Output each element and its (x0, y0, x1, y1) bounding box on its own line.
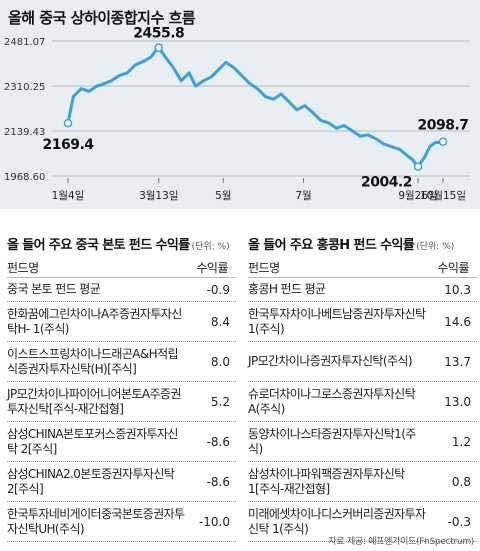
table-title-text: 올 들어 주요 중국 본토 펀드 수익률 (7, 238, 190, 253)
fund-return: 14.6 (444, 314, 471, 329)
table-row: 동양차이나스타증권자투자신탁1(주식) 1.2 (248, 422, 477, 462)
source-note: 자료 제공: 에프엔가이드(FnSpectrum) (328, 537, 474, 547)
fund-return: 8.4 (210, 314, 230, 329)
table-row: JP모간차이나파이어니어본토A주증권투자신탁[주식-재간접형] 5.2 (7, 382, 236, 422)
chart-title: 올해 중국 상하이종합지수 흐름 (8, 9, 196, 27)
data-label: 2169.4 (42, 137, 94, 153)
fund-return: 13.0 (444, 394, 471, 409)
fund-return: -8.6 (206, 474, 230, 489)
data-label: 2455.8 (133, 26, 184, 42)
x-tick-label: 1월4일 (52, 189, 85, 202)
x-tick-label: 3월13일 (139, 189, 178, 202)
y-tick-label: 2481.07 (4, 37, 45, 48)
line-chart: 2481.07 2310.25 2139.43 1968.60 1월4일 3월13일 5월 7… (4, 26, 470, 202)
x-tick-label: 10월15일 (420, 189, 466, 202)
fund-name: 한국투자차이나베트남증권자투자신탁 1(주식) (248, 306, 426, 336)
column-header-name: 펀드명 (248, 260, 280, 275)
y-tick-label: 2139.43 (4, 127, 45, 138)
table-row: 한국투자차이나베트남증권자투자신탁 1(주식) 14.6 (248, 302, 477, 342)
data-label: 2098.7 (417, 118, 468, 134)
fund-name: 삼성차이나파워팩증권자투자신탁 1[주식-재간접형] (248, 466, 405, 496)
data-label: 2004.2 (361, 175, 412, 191)
table-row: 삼성CHINA본토포커스증권자투자신탁 2[주식] -8.6 (7, 422, 236, 462)
column-header-name: 펀드명 (7, 260, 39, 275)
fund-name: 한국투자네비게이터중국본토증권자투자신탁UH(주식) (7, 506, 185, 536)
data-point-marker (63, 118, 73, 128)
x-tick-label: 5월 (215, 190, 231, 202)
data-point-marker (154, 43, 164, 52)
table-body: 홍콩H 펀드 평균 10.3 한국투자차이나베트남증권자투자신탁 1(주식) 14.6… (248, 278, 477, 542)
fund-name: 이스트스프링차이나드래곤A&H적립식증권자투자신탁(H)[주식] (7, 346, 179, 376)
y-tick-label: 1968.60 (4, 172, 45, 183)
fund-name: 삼성CHINA2.0본토증권자투자신탁 2[주식] (7, 466, 175, 496)
fund-return: 0.8 (451, 474, 471, 489)
table-row: JP모간차이나증권자투자신탁(주식) 13.7 (248, 342, 477, 382)
fund-name: 미래에셋차이나디스커버리증권자투자신탁 1(주식) (248, 506, 426, 536)
table-row: 슈로더차이나그로스증권자투자신탁A(주식) 13.0 (248, 382, 477, 422)
fund-return: 10.3 (444, 282, 471, 297)
fund-return: 8.0 (210, 354, 230, 369)
table-row: 홍콩H 펀드 평균 10.3 (248, 278, 477, 302)
table-title: 올 들어 주요 중국 본토 펀드 수익률 (단위: %) (7, 237, 236, 255)
fund-name: JP모간차이나파이어니어본토A주증권투자신탁[주식-재간접형] (7, 386, 181, 416)
table-unit: (단위: %) (191, 242, 230, 252)
x-tick-label: 9월26일 (398, 189, 437, 202)
x-tick-label: 7월 (295, 190, 311, 202)
table-title-text: 올 들어 주요 홍콩H 펀드 수익률 (248, 238, 415, 253)
y-tick-label: 2310.25 (4, 82, 45, 93)
table-row: 한화꿈에그린차이나A주증권자투자신탁H- 1(주식) 8.4 (7, 302, 236, 342)
fund-name: 한화꿈에그린차이나A주증권자투자신탁H- 1(주식) (7, 306, 182, 336)
fund-return: 1.2 (451, 434, 471, 449)
table-row: 미래에셋차이나디스커버리증권자투자신탁 1(주식) -0.3 (248, 502, 477, 542)
fund-return: -0.9 (206, 282, 230, 297)
fund-name: JP모간차이나증권자투자신탁(주식) (248, 354, 413, 368)
table-row: 이스트스프링차이나드래곤A&H적립식증권자투자신탁(H)[주식] 8.0 (7, 342, 236, 382)
china-mainland-fund-table: 올 들어 주요 중국 본토 펀드 수익률 (단위: %) 펀드명 수익률 중국 본… (7, 237, 236, 542)
hongkong-h-fund-table: 올 들어 주요 홍콩H 펀드 수익률 (단위: %) 펀드명 수익률 홍콩H 펀드… (248, 237, 477, 542)
fund-name: 슈로더차이나그로스증권자투자신탁A(주식) (248, 386, 416, 416)
table-row: 한국투자네비게이터중국본토증권자투자신탁UH(주식) -10.0 (7, 502, 236, 542)
fund-name: 삼성CHINA본토포커스증권자투자신탁 2[주식] (7, 426, 178, 456)
fund-return: -10.0 (198, 514, 230, 529)
table-row: 삼성CHINA2.0본토증권자투자신탁 2[주식] -8.6 (7, 462, 236, 502)
fund-name: 중국 본토 펀드 평균 (7, 282, 101, 296)
series-line (66, 46, 444, 169)
fund-return: -0.3 (447, 514, 471, 529)
fund-return: 13.7 (444, 354, 471, 369)
table-header: 펀드명 수익률 (248, 257, 477, 278)
table-body: 중국 본토 펀드 평균 -0.9 한화꿈에그린차이나A주증권자투자신탁H- 1(주식… (7, 278, 236, 542)
table-unit: (단위: %) (416, 242, 455, 252)
fund-name: 홍콩H 펀드 평균 (248, 282, 326, 296)
table-header: 펀드명 수익률 (7, 257, 236, 278)
data-point-marker (438, 137, 448, 146)
table-row: 중국 본토 펀드 평균 -0.9 (7, 278, 236, 302)
fund-name: 동양차이나스타증권자투자신탁1(주식) (248, 426, 416, 456)
table-title: 올 들어 주요 홍콩H 펀드 수익률 (단위: %) (248, 237, 477, 255)
data-point-marker (413, 162, 423, 171)
column-header-return: 수익률 (196, 260, 228, 275)
chart-panel: 올해 중국 상하이종합지수 흐름 2481.07 2310.25 2139.43 19… (0, 0, 480, 209)
table-row: 삼성차이나파워팩증권자투자신탁 1[주식-재간접형] 0.8 (248, 462, 477, 502)
column-header-return: 수익률 (437, 260, 469, 275)
fund-return: 5.2 (210, 394, 230, 409)
fund-return: -8.6 (206, 434, 230, 449)
